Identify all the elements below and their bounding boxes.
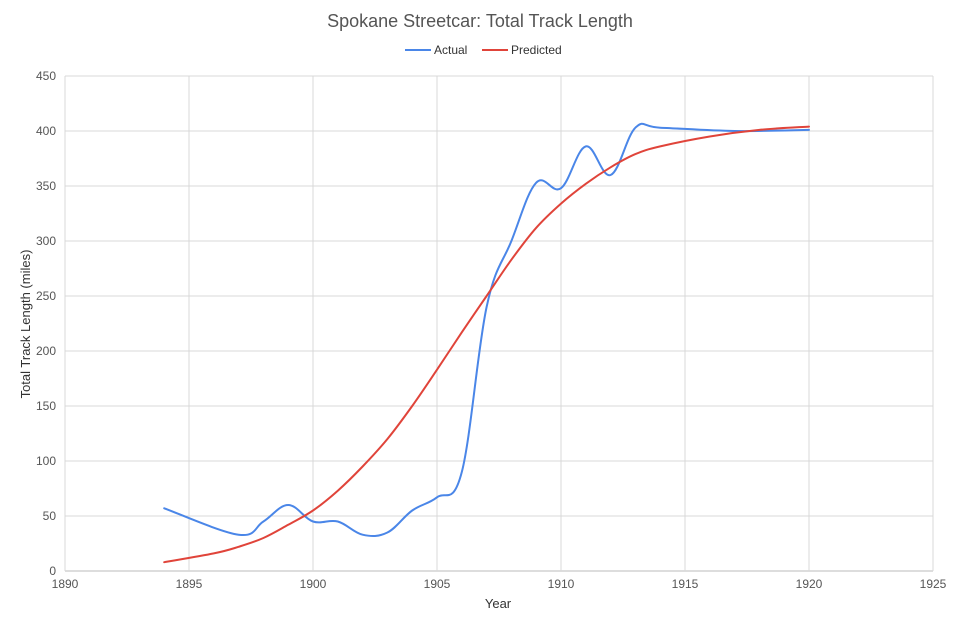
y-tick-label: 250 xyxy=(36,289,56,303)
y-tick-label: 400 xyxy=(36,124,56,138)
legend: Actual Predicted xyxy=(405,43,562,57)
x-tick-label: 1890 xyxy=(52,577,79,591)
y-tick-label: 200 xyxy=(36,344,56,358)
y-axis-title: Total Track Length (miles) xyxy=(18,250,33,399)
y-tick-label: 100 xyxy=(36,454,56,468)
legend-label-actual: Actual xyxy=(434,43,467,57)
x-axis-title: Year xyxy=(485,596,512,611)
x-tick-label: 1900 xyxy=(300,577,327,591)
x-tick-label: 1895 xyxy=(176,577,203,591)
series-line-predicted xyxy=(163,125,810,564)
y-tick-label: 50 xyxy=(43,509,57,523)
y-tick-label: 350 xyxy=(36,179,56,193)
legend-label-predicted: Predicted xyxy=(511,43,562,57)
x-tick-label: 1925 xyxy=(920,577,947,591)
x-tick-label: 1915 xyxy=(672,577,699,591)
gridlines xyxy=(64,75,934,572)
x-tick-label: 1905 xyxy=(424,577,451,591)
series-lines xyxy=(163,122,810,564)
y-tick-label: 150 xyxy=(36,399,56,413)
x-tick-label: 1910 xyxy=(548,577,575,591)
chart-title: Spokane Streetcar: Total Track Length xyxy=(327,11,633,31)
x-axis-ticks: 1890 1895 1900 1905 1910 1915 1920 1925 xyxy=(52,577,947,591)
x-tick-label: 1920 xyxy=(796,577,823,591)
y-tick-label: 0 xyxy=(49,564,56,578)
y-tick-label: 450 xyxy=(36,69,56,83)
y-axis-ticks: 0 50 100 150 200 250 300 350 400 450 xyxy=(36,69,56,578)
y-tick-label: 300 xyxy=(36,234,56,248)
series-line-actual xyxy=(163,122,810,538)
